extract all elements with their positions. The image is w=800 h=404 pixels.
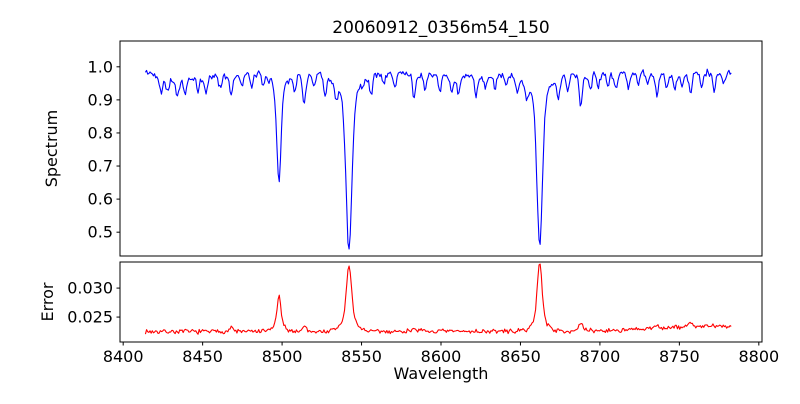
error-y-axis-label: Error xyxy=(38,282,57,321)
spectrum-y-tick-label: 1.0 xyxy=(88,57,113,76)
data-series xyxy=(144,68,732,335)
x-axis-label: Wavelength xyxy=(394,364,489,383)
error-y-tick-label: 0.025 xyxy=(67,308,113,327)
spectrum-y-tick-label: 0.5 xyxy=(88,223,113,242)
spectrum-y-tick-label: 0.6 xyxy=(88,190,113,209)
x-tick-label: 8650 xyxy=(500,347,541,366)
x-tick-label: 8600 xyxy=(421,347,462,366)
x-tick-label: 8400 xyxy=(103,347,144,366)
error-line xyxy=(144,263,732,335)
spectrum-y-tick-label: 0.7 xyxy=(88,157,113,176)
error-y-tick-label: 0.030 xyxy=(67,279,113,298)
spectrum-y-tick-label: 0.9 xyxy=(88,90,113,109)
spectrum-line xyxy=(144,68,732,250)
x-tick-label: 8750 xyxy=(659,347,700,366)
chart-title: 20060912_0356m54_150 xyxy=(332,18,549,38)
spectrum-y-tick-label: 0.8 xyxy=(88,123,113,142)
spectrum-plot-area xyxy=(119,40,763,257)
x-tick-label: 8700 xyxy=(580,347,621,366)
x-tick-label: 8500 xyxy=(262,347,303,366)
x-tick-label: 8550 xyxy=(341,347,382,366)
axis-ticks: 8400 8450 8500 8550 8600 8650 8700 8750 8800 1.0 0… xyxy=(67,57,779,366)
x-tick-label: 8450 xyxy=(182,347,223,366)
spectrum-y-axis-label: Spectrum xyxy=(42,110,61,188)
x-tick-label: 8800 xyxy=(738,347,779,366)
